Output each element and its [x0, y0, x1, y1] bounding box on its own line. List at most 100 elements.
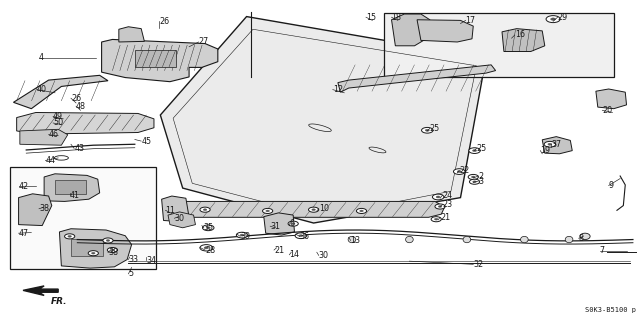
Text: 15: 15: [366, 13, 376, 22]
Circle shape: [438, 206, 442, 207]
Circle shape: [422, 127, 433, 133]
Polygon shape: [161, 17, 486, 223]
Circle shape: [454, 169, 465, 174]
Text: 37: 37: [551, 140, 561, 149]
Text: 32: 32: [473, 260, 483, 269]
Text: 30: 30: [319, 251, 329, 260]
Circle shape: [200, 207, 210, 212]
Circle shape: [546, 16, 560, 23]
Circle shape: [308, 207, 319, 212]
Text: 45: 45: [141, 137, 151, 145]
Text: FR.: FR.: [51, 297, 67, 306]
Circle shape: [468, 174, 478, 180]
Circle shape: [435, 204, 445, 209]
Text: 19: 19: [540, 146, 550, 155]
Text: 24: 24: [443, 190, 452, 200]
Polygon shape: [172, 201, 445, 217]
Polygon shape: [119, 27, 145, 42]
Text: 34: 34: [147, 256, 156, 265]
Polygon shape: [502, 29, 545, 51]
Circle shape: [65, 234, 75, 239]
Polygon shape: [20, 129, 68, 145]
Circle shape: [88, 251, 99, 256]
Circle shape: [236, 232, 248, 238]
Text: 18: 18: [392, 13, 401, 22]
Circle shape: [108, 248, 118, 253]
Text: 38: 38: [108, 248, 118, 257]
Text: 9: 9: [609, 181, 614, 190]
Text: 30: 30: [174, 214, 184, 223]
Circle shape: [262, 208, 273, 213]
Text: 4: 4: [39, 53, 44, 62]
Circle shape: [202, 225, 214, 231]
Polygon shape: [60, 229, 132, 268]
Text: 44: 44: [45, 156, 56, 165]
Text: 28: 28: [205, 246, 215, 255]
Circle shape: [431, 217, 442, 222]
Text: 29: 29: [557, 13, 568, 22]
Text: 23: 23: [443, 200, 452, 209]
Circle shape: [356, 208, 367, 213]
Text: 7: 7: [600, 247, 605, 256]
Polygon shape: [162, 196, 189, 221]
Ellipse shape: [520, 236, 528, 243]
Text: 12: 12: [333, 85, 343, 94]
Text: 16: 16: [515, 31, 525, 40]
Circle shape: [204, 209, 207, 211]
Text: 47: 47: [19, 229, 29, 238]
Circle shape: [469, 179, 479, 184]
Circle shape: [68, 235, 72, 237]
Polygon shape: [13, 75, 108, 109]
Circle shape: [435, 218, 438, 220]
Bar: [135, 50, 176, 67]
Text: 38: 38: [39, 204, 49, 213]
Polygon shape: [19, 194, 52, 226]
Ellipse shape: [406, 236, 413, 243]
Text: 25: 25: [476, 144, 486, 153]
Text: 8: 8: [579, 234, 584, 243]
Circle shape: [360, 210, 364, 212]
Text: 21: 21: [440, 213, 450, 222]
Text: 42: 42: [19, 182, 29, 191]
Polygon shape: [102, 40, 218, 82]
Text: 13: 13: [351, 236, 361, 245]
Ellipse shape: [580, 233, 590, 240]
Circle shape: [288, 221, 298, 226]
Text: 46: 46: [49, 130, 59, 139]
Circle shape: [473, 181, 476, 182]
Bar: [384, 13, 614, 77]
Circle shape: [92, 252, 95, 254]
Bar: [71, 239, 103, 256]
Circle shape: [240, 234, 244, 236]
Bar: [10, 167, 156, 269]
Polygon shape: [417, 20, 473, 42]
Polygon shape: [264, 213, 294, 235]
Text: 5: 5: [129, 269, 134, 278]
Bar: [55, 180, 86, 195]
Text: 26: 26: [159, 17, 169, 26]
Circle shape: [468, 148, 480, 153]
Circle shape: [204, 247, 209, 249]
Text: 21: 21: [274, 246, 284, 255]
Text: 43: 43: [74, 144, 84, 153]
Circle shape: [206, 227, 211, 229]
Polygon shape: [168, 212, 195, 228]
Text: 6: 6: [290, 219, 295, 227]
Circle shape: [425, 129, 429, 131]
Polygon shape: [17, 113, 154, 134]
Circle shape: [111, 249, 114, 251]
Circle shape: [200, 245, 212, 251]
Text: 11: 11: [166, 206, 175, 215]
Circle shape: [472, 176, 475, 178]
Text: 3: 3: [478, 177, 483, 186]
Text: 25: 25: [430, 124, 440, 133]
Text: 36: 36: [300, 232, 310, 241]
Text: 31: 31: [270, 222, 280, 231]
Polygon shape: [338, 65, 495, 92]
Text: 39: 39: [240, 232, 250, 241]
Ellipse shape: [463, 236, 470, 243]
Text: 35: 35: [204, 223, 214, 232]
Text: 22: 22: [460, 166, 470, 175]
Circle shape: [266, 210, 269, 212]
Text: 17: 17: [466, 16, 476, 25]
